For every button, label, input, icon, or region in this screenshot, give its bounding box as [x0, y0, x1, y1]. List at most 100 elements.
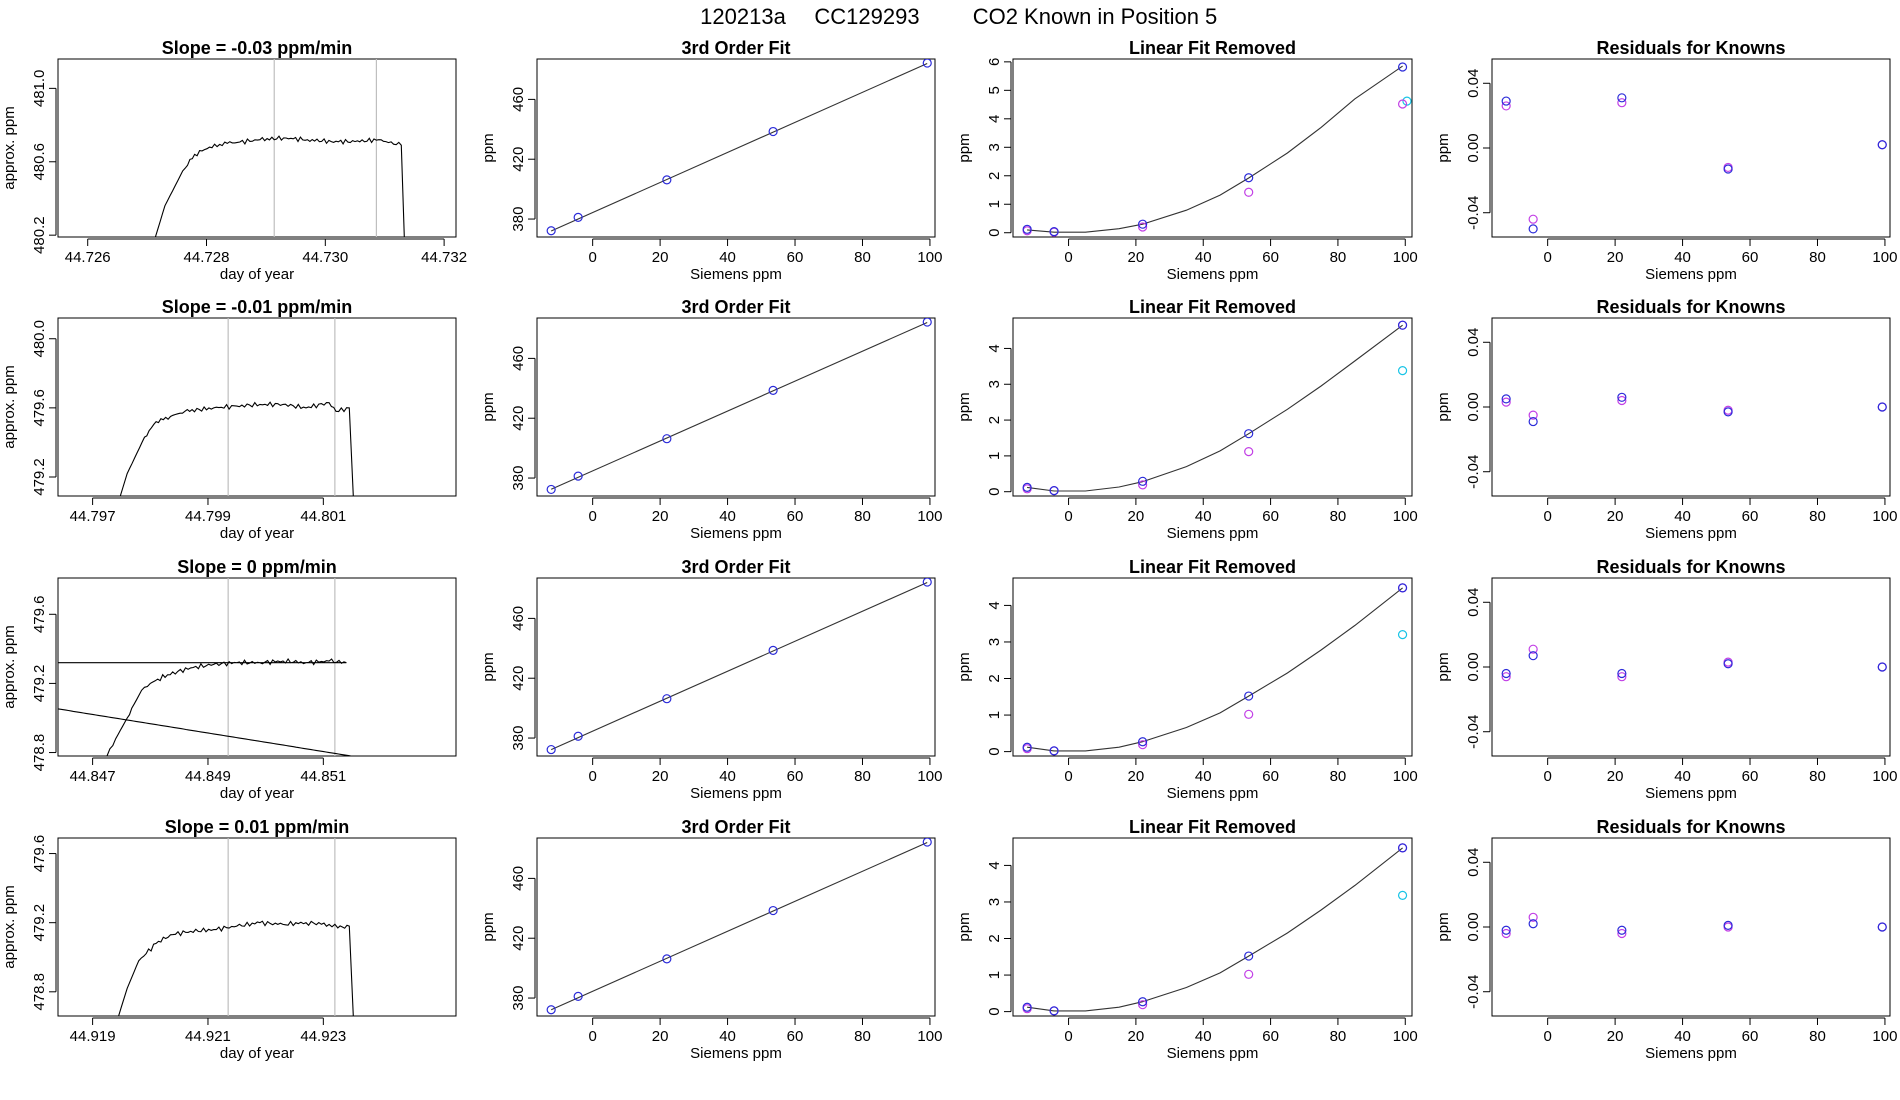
concentration-trace — [58, 657, 352, 756]
data-point-magenta — [1501, 101, 1511, 111]
x-tick-label: 80 — [1809, 768, 1826, 785]
data-point-cyan — [1397, 890, 1408, 900]
y-tick-label: 479.6 — [31, 596, 48, 634]
panel-title: Linear Fit Removed — [1129, 557, 1296, 577]
x-axis-label: Siemens ppm — [690, 785, 782, 802]
data-point-magenta — [1244, 446, 1254, 457]
x-axis: 0 20 40 60 80 100 Siemens ppm — [588, 497, 942, 542]
x-tick-label: 100 — [917, 508, 942, 525]
data-point-magenta — [1138, 1000, 1148, 1010]
y-axis-label: ppm — [480, 392, 497, 421]
x-tick-label: 44.847 — [70, 768, 116, 785]
x-tick-label: 60 — [1742, 1028, 1759, 1045]
x-tick-label: 40 — [719, 768, 736, 785]
x-tick-label: 100 — [1393, 1028, 1418, 1045]
x-tick-label: 0 — [1064, 1028, 1072, 1045]
x-tick-label: 100 — [1393, 508, 1418, 525]
y-axis-label: ppm — [1435, 912, 1452, 941]
data-point — [662, 434, 672, 444]
x-tick-label: 0 — [1543, 249, 1551, 266]
x-axis-label: Siemens ppm — [1167, 525, 1259, 542]
y-axis: -0.04 0.00 0.04 ppm — [1435, 69, 1491, 230]
plot-data — [118, 838, 354, 1016]
x-tick-label: 0 — [1543, 1028, 1551, 1045]
x-axis-label: day of year — [220, 785, 294, 802]
data-point-blue — [1049, 226, 1059, 237]
y-axis-label: approx. ppm — [1, 625, 18, 708]
y-axis: -0.04 0.00 0.04 ppm — [1435, 588, 1491, 749]
plot-data — [154, 59, 405, 237]
y-axis: 479.2 479.6 480.0 approx. ppm — [1, 320, 57, 496]
y-tick-label: 0 — [986, 488, 1003, 496]
x-axis: 0 20 40 60 80 100 Siemens ppm — [1064, 238, 1418, 283]
fit-curve — [1027, 847, 1403, 1012]
y-axis: 380 420 460 ppm — [480, 87, 536, 232]
data-point-blue — [1501, 668, 1511, 679]
data-point-blue — [1723, 920, 1733, 930]
y-axis-label: ppm — [1435, 392, 1452, 421]
y-tick-label: 0 — [986, 229, 1003, 237]
data-point-magenta — [1617, 928, 1627, 939]
y-tick-label: -0.04 — [1465, 975, 1482, 1009]
x-tick-label: 20 — [1128, 1028, 1145, 1045]
page-title-position: CO2 Known in Position 5 — [973, 4, 1218, 29]
x-tick-label: 44.921 — [185, 1028, 231, 1045]
x-axis-label: Siemens ppm — [1167, 785, 1259, 802]
x-tick-label: 40 — [719, 249, 736, 266]
y-axis: 380 420 460 ppm — [480, 866, 536, 1011]
plot-frame — [1491, 317, 1891, 497]
x-tick-label: 20 — [1607, 508, 1624, 525]
y-tick-label: 2 — [986, 934, 1003, 942]
x-tick-label: 40 — [719, 508, 736, 525]
x-tick-label: 0 — [1543, 508, 1551, 525]
fit-curve — [550, 62, 928, 232]
y-axis: 480.2 480.6 481.0 approx. ppm — [1, 70, 57, 254]
x-tick-label: 60 — [1262, 1028, 1279, 1045]
data-point-blue — [1397, 320, 1408, 330]
data-point-magenta — [1528, 410, 1538, 420]
data-point-blue — [1617, 668, 1627, 679]
data-point-blue — [1617, 925, 1627, 935]
y-axis-label: ppm — [956, 912, 973, 941]
data-point-blue — [1397, 583, 1408, 593]
x-tick-label: 44.799 — [185, 508, 231, 525]
data-point — [768, 126, 778, 137]
x-axis-label: Siemens ppm — [1645, 1045, 1737, 1062]
x-tick-label: 40 — [719, 1028, 736, 1045]
y-tick-label: 6 — [986, 58, 1003, 66]
y-tick-label: 0.00 — [1465, 912, 1482, 941]
y-tick-label: 479.2 — [31, 904, 48, 942]
panel-title: Residuals for Knowns — [1596, 297, 1785, 317]
x-axis: 0 20 40 60 80 100 Siemens ppm — [588, 1017, 942, 1062]
y-tick-label: 460 — [510, 866, 527, 891]
y-tick-label: 480.6 — [31, 143, 48, 181]
panel-2-1: Slope = -0.01 ppm/min 44.797 44.799 44.801 d… — [1, 297, 457, 542]
panel-title: Linear Fit Removed — [1129, 817, 1296, 837]
panel-title: 3rd Order Fit — [681, 557, 790, 577]
panel-title: Slope = 0.01 ppm/min — [165, 817, 350, 837]
data-point-blue — [1244, 429, 1254, 439]
x-tick-label: 80 — [1330, 1028, 1347, 1045]
plot-data — [1501, 392, 1887, 427]
x-tick-label: 0 — [1543, 768, 1551, 785]
data-point — [922, 578, 932, 587]
x-axis-label: day of year — [220, 266, 294, 283]
x-axis-label: Siemens ppm — [690, 1045, 782, 1062]
y-tick-label: 460 — [510, 87, 527, 112]
x-axis-label: Siemens ppm — [1645, 785, 1737, 802]
data-point — [922, 59, 932, 68]
panel-1-4: Residuals for Knowns 0 20 40 60 80 100 Siemens … — [1435, 38, 1897, 283]
y-tick-label: -0.04 — [1465, 455, 1482, 489]
data-point-blue — [1877, 662, 1887, 672]
panel-title: Linear Fit Removed — [1129, 297, 1296, 317]
x-tick-label: 40 — [1195, 1028, 1212, 1045]
data-point — [768, 905, 778, 916]
data-point-magenta — [1617, 98, 1627, 108]
y-tick-label: 380 — [510, 986, 527, 1011]
data-point — [768, 385, 778, 395]
x-tick-label: 100 — [1872, 508, 1897, 525]
data-point-magenta — [1501, 397, 1511, 407]
y-tick-label: 478.8 — [31, 973, 48, 1011]
